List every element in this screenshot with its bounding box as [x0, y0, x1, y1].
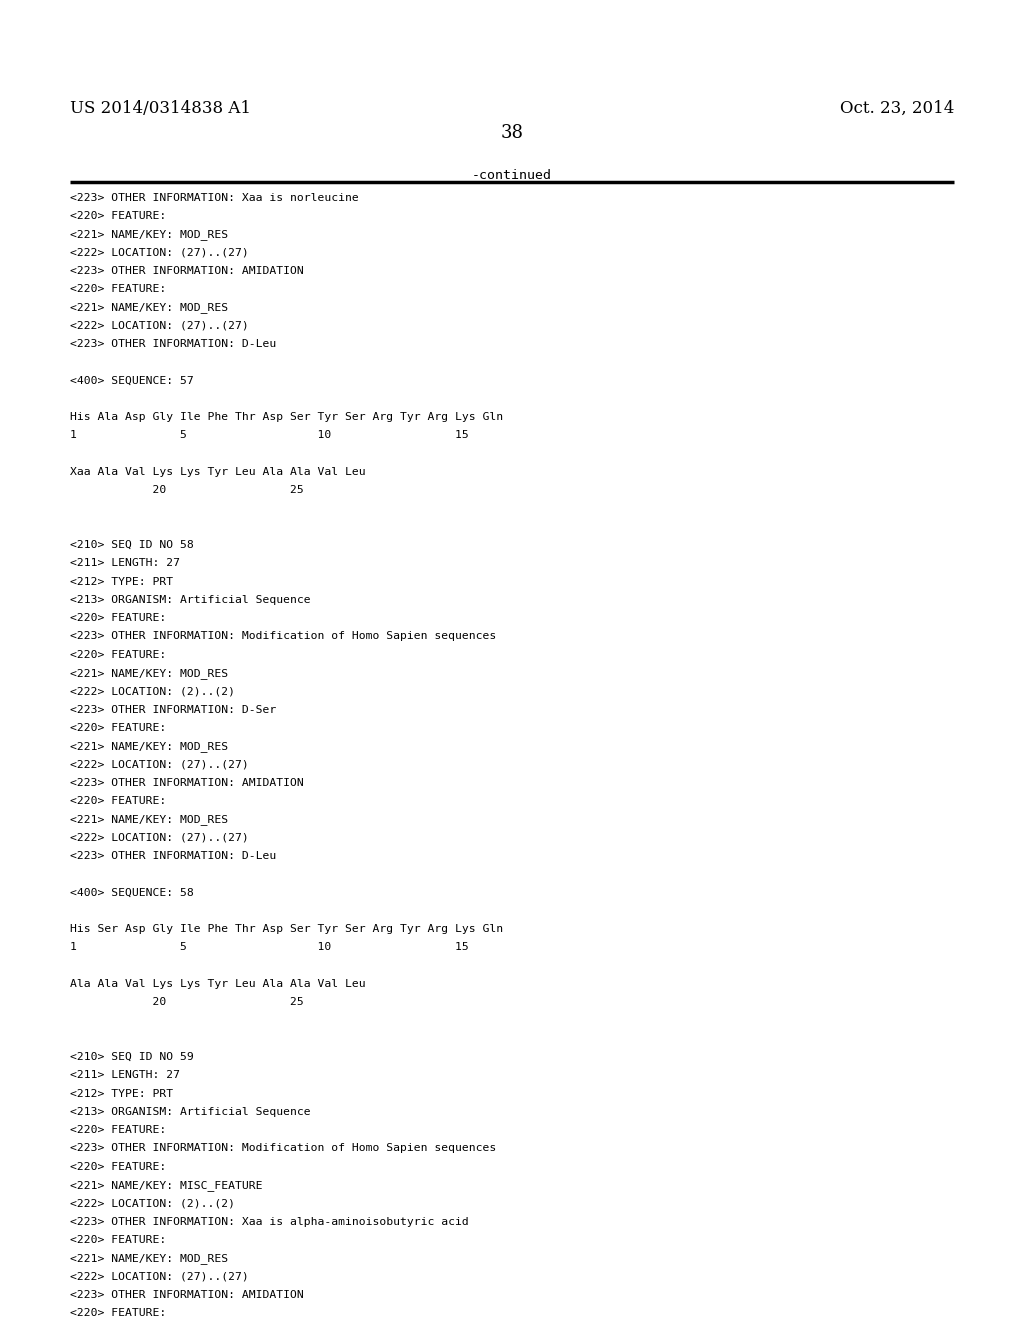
Text: <221> NAME/KEY: MOD_RES: <221> NAME/KEY: MOD_RES	[70, 668, 227, 678]
Text: <221> NAME/KEY: MISC_FEATURE: <221> NAME/KEY: MISC_FEATURE	[70, 1180, 262, 1191]
Text: <223> OTHER INFORMATION: D-Leu: <223> OTHER INFORMATION: D-Leu	[70, 851, 275, 861]
Text: <223> OTHER INFORMATION: AMIDATION: <223> OTHER INFORMATION: AMIDATION	[70, 1290, 303, 1300]
Text: <220> FEATURE:: <220> FEATURE:	[70, 1125, 166, 1135]
Text: <211> LENGTH: 27: <211> LENGTH: 27	[70, 558, 179, 569]
Text: <211> LENGTH: 27: <211> LENGTH: 27	[70, 1071, 179, 1080]
Text: <221> NAME/KEY: MOD_RES: <221> NAME/KEY: MOD_RES	[70, 741, 227, 752]
Text: <223> OTHER INFORMATION: AMIDATION: <223> OTHER INFORMATION: AMIDATION	[70, 777, 303, 788]
Text: <220> FEATURE:: <220> FEATURE:	[70, 1308, 166, 1317]
Text: <221> NAME/KEY: MOD_RES: <221> NAME/KEY: MOD_RES	[70, 814, 227, 825]
Text: <222> LOCATION: (27)..(27): <222> LOCATION: (27)..(27)	[70, 248, 249, 257]
Text: <223> OTHER INFORMATION: Modification of Homo Sapien sequences: <223> OTHER INFORMATION: Modification of…	[70, 631, 496, 642]
Text: US 2014/0314838 A1: US 2014/0314838 A1	[70, 100, 251, 117]
Text: <213> ORGANISM: Artificial Sequence: <213> ORGANISM: Artificial Sequence	[70, 595, 310, 605]
Text: <223> OTHER INFORMATION: Xaa is alpha-aminoisobutyric acid: <223> OTHER INFORMATION: Xaa is alpha-am…	[70, 1217, 468, 1226]
Text: 1               5                   10                  15: 1 5 10 15	[70, 942, 468, 952]
Text: Oct. 23, 2014: Oct. 23, 2014	[840, 100, 954, 117]
Text: 20                  25: 20 25	[70, 997, 303, 1007]
Text: Xaa Ala Val Lys Lys Tyr Leu Ala Ala Val Leu: Xaa Ala Val Lys Lys Tyr Leu Ala Ala Val …	[70, 467, 366, 477]
Text: 1               5                   10                  15: 1 5 10 15	[70, 430, 468, 441]
Text: <212> TYPE: PRT: <212> TYPE: PRT	[70, 1089, 173, 1098]
Text: -continued: -continued	[472, 169, 552, 182]
Text: <220> FEATURE:: <220> FEATURE:	[70, 1162, 166, 1172]
Text: <210> SEQ ID NO 58: <210> SEQ ID NO 58	[70, 540, 194, 550]
Text: <400> SEQUENCE: 58: <400> SEQUENCE: 58	[70, 887, 194, 898]
Text: <220> FEATURE:: <220> FEATURE:	[70, 649, 166, 660]
Text: <223> OTHER INFORMATION: Modification of Homo Sapien sequences: <223> OTHER INFORMATION: Modification of…	[70, 1143, 496, 1154]
Text: <222> LOCATION: (27)..(27): <222> LOCATION: (27)..(27)	[70, 759, 249, 770]
Text: <220> FEATURE:: <220> FEATURE:	[70, 1234, 166, 1245]
Text: <222> LOCATION: (2)..(2): <222> LOCATION: (2)..(2)	[70, 1199, 234, 1208]
Text: <221> NAME/KEY: MOD_RES: <221> NAME/KEY: MOD_RES	[70, 1253, 227, 1265]
Text: <221> NAME/KEY: MOD_RES: <221> NAME/KEY: MOD_RES	[70, 230, 227, 240]
Text: His Ser Asp Gly Ile Phe Thr Asp Ser Tyr Ser Arg Tyr Arg Lys Gln: His Ser Asp Gly Ile Phe Thr Asp Ser Tyr …	[70, 924, 503, 935]
Text: <223> OTHER INFORMATION: D-Ser: <223> OTHER INFORMATION: D-Ser	[70, 705, 275, 714]
Text: 20                  25: 20 25	[70, 486, 303, 495]
Text: <221> NAME/KEY: MOD_RES: <221> NAME/KEY: MOD_RES	[70, 302, 227, 313]
Text: <212> TYPE: PRT: <212> TYPE: PRT	[70, 577, 173, 586]
Text: <220> FEATURE:: <220> FEATURE:	[70, 796, 166, 807]
Text: <222> LOCATION: (27)..(27): <222> LOCATION: (27)..(27)	[70, 833, 249, 842]
Text: <220> FEATURE:: <220> FEATURE:	[70, 723, 166, 733]
Text: <213> ORGANISM: Artificial Sequence: <213> ORGANISM: Artificial Sequence	[70, 1106, 310, 1117]
Text: Ala Ala Val Lys Lys Tyr Leu Ala Ala Val Leu: Ala Ala Val Lys Lys Tyr Leu Ala Ala Val …	[70, 979, 366, 989]
Text: <400> SEQUENCE: 57: <400> SEQUENCE: 57	[70, 375, 194, 385]
Text: His Ala Asp Gly Ile Phe Thr Asp Ser Tyr Ser Arg Tyr Arg Lys Gln: His Ala Asp Gly Ile Phe Thr Asp Ser Tyr …	[70, 412, 503, 422]
Text: <220> FEATURE:: <220> FEATURE:	[70, 211, 166, 220]
Text: <220> FEATURE:: <220> FEATURE:	[70, 284, 166, 294]
Text: <222> LOCATION: (27)..(27): <222> LOCATION: (27)..(27)	[70, 1271, 249, 1282]
Text: <210> SEQ ID NO 59: <210> SEQ ID NO 59	[70, 1052, 194, 1063]
Text: <223> OTHER INFORMATION: D-Leu: <223> OTHER INFORMATION: D-Leu	[70, 339, 275, 348]
Text: <222> LOCATION: (27)..(27): <222> LOCATION: (27)..(27)	[70, 321, 249, 331]
Text: 38: 38	[501, 124, 523, 143]
Text: <220> FEATURE:: <220> FEATURE:	[70, 614, 166, 623]
Text: <223> OTHER INFORMATION: AMIDATION: <223> OTHER INFORMATION: AMIDATION	[70, 265, 303, 276]
Text: <223> OTHER INFORMATION: Xaa is norleucine: <223> OTHER INFORMATION: Xaa is norleuci…	[70, 193, 358, 203]
Text: <222> LOCATION: (2)..(2): <222> LOCATION: (2)..(2)	[70, 686, 234, 697]
